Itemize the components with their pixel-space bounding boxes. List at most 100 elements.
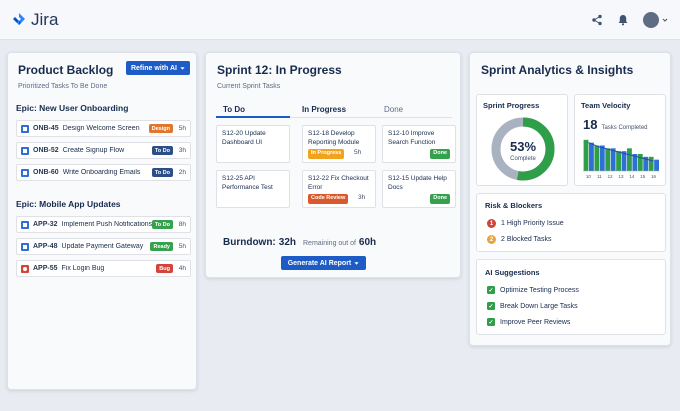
issue-key: ONB-52 bbox=[33, 147, 59, 154]
status-badge: Code Review bbox=[308, 193, 349, 204]
risk-item[interactable]: 1 1 High Priority Issue bbox=[487, 219, 564, 228]
suggestion-item[interactable]: ✓ Improve Peer Reviews bbox=[487, 318, 570, 326]
progress-arc bbox=[491, 117, 555, 181]
epic-title[interactable]: Epic: Mobile App Updates bbox=[16, 199, 121, 209]
velocity-tick-label: 14 bbox=[629, 174, 635, 179]
issue-key: APP-32 bbox=[33, 221, 58, 228]
task-card[interactable]: S12-10 Improve Search Function Done bbox=[382, 125, 456, 163]
app-logo[interactable]: Jira bbox=[12, 10, 58, 30]
generate-ai-report-button[interactable]: Generate AI Report bbox=[281, 256, 366, 270]
estimate: 3h bbox=[178, 147, 186, 154]
velocity-bar bbox=[648, 156, 654, 171]
remaining-text: Remaining out of bbox=[303, 240, 356, 247]
issue-key: ONB-45 bbox=[33, 125, 59, 132]
backlog-item[interactable]: ONB-45 Design Welcome Screen Design 5h bbox=[16, 120, 191, 137]
status-badge: Bug bbox=[156, 264, 173, 273]
backlog-item[interactable]: ONB-60 Write Onboarding Emails To Do 2h bbox=[16, 164, 191, 181]
column-header-todo: To Do bbox=[223, 105, 246, 114]
bug-icon bbox=[21, 264, 29, 273]
suggestion-item[interactable]: ✓ Optimize Testing Process bbox=[487, 286, 579, 294]
card-title: S12-10 Improve Search Function bbox=[388, 130, 436, 146]
velocity-bar bbox=[605, 148, 611, 171]
issue-title: Create Signup Flow bbox=[62, 147, 125, 154]
risk-item[interactable]: 2 2 Blocked Tasks bbox=[487, 235, 551, 244]
backlog-item[interactable]: APP-55 Fix Login Bug Bug 4h bbox=[16, 260, 191, 277]
backlog-item[interactable]: APP-48 Update Payment Gateway Ready 5h bbox=[16, 238, 191, 255]
velocity-tick-label: 11 bbox=[597, 174, 602, 179]
risk-card-title: Risk & Blockers bbox=[485, 201, 543, 210]
epic-title[interactable]: Epic: New User Onboarding bbox=[16, 103, 129, 113]
team-velocity-card: Team Velocity 18 Tasks Completed 10 11 12 1… bbox=[574, 94, 666, 186]
estimate: 8h bbox=[178, 221, 186, 228]
burndown-value: 32h bbox=[278, 237, 296, 248]
task-icon bbox=[21, 168, 29, 177]
velocity-tick-label: 13 bbox=[618, 174, 624, 179]
velocity-label: Tasks Completed bbox=[601, 125, 648, 131]
card-title: S12-22 Fix Checkout Error bbox=[308, 175, 369, 191]
suggestion-text: Optimize Testing Process bbox=[500, 286, 579, 294]
task-card[interactable]: S12-22 Fix Checkout Error Code Review 3h bbox=[302, 170, 376, 208]
column-divider bbox=[216, 117, 452, 118]
issue-key: APP-48 bbox=[33, 243, 58, 250]
velocity-bar bbox=[610, 148, 616, 171]
status-badge: Ready bbox=[150, 242, 173, 251]
status-badge: To Do bbox=[151, 220, 173, 229]
refine-with-ai-button[interactable]: Refine with AI bbox=[126, 61, 190, 75]
status-badge: Done bbox=[430, 148, 450, 159]
issue-title: Update Payment Gateway bbox=[61, 243, 144, 250]
status-badge: To Do bbox=[151, 146, 173, 155]
task-card[interactable]: S12-15 Update Help Docs Done bbox=[382, 170, 456, 208]
velocity-bar bbox=[621, 151, 627, 171]
profile-menu[interactable] bbox=[643, 11, 668, 28]
burndown-summary: Burndown: 32h Remaining out of 60h bbox=[223, 237, 376, 248]
checkbox-checked-icon[interactable]: ✓ bbox=[487, 302, 495, 310]
sprint-panel: Sprint 12: In Progress Current Sprint Ta… bbox=[205, 52, 461, 278]
avatar bbox=[643, 11, 659, 28]
checkbox-checked-icon[interactable]: ✓ bbox=[487, 318, 495, 326]
priority-number-icon: 1 bbox=[487, 219, 496, 228]
issue-title: Design Welcome Screen bbox=[62, 125, 140, 132]
velocity-bar bbox=[583, 139, 589, 171]
estimate: 2h bbox=[178, 169, 186, 176]
issue-title: Write Onboarding Emails bbox=[62, 169, 141, 176]
issue-title: Implement Push Notifications bbox=[61, 221, 152, 228]
priority-number-icon: 2 bbox=[487, 235, 496, 244]
backlog-title: Product Backlog bbox=[18, 63, 114, 77]
velocity-bar bbox=[637, 154, 643, 171]
issue-title: Fix Login Bug bbox=[61, 265, 105, 272]
card-title: S12-15 Update Help Docs bbox=[388, 175, 447, 191]
suggestion-item[interactable]: ✓ Break Down Large Tasks bbox=[487, 302, 578, 310]
estimate: 5h bbox=[178, 243, 186, 250]
estimate: 5h bbox=[178, 125, 186, 132]
velocity-tick-label: 16 bbox=[651, 174, 657, 179]
velocity-tick-label: 12 bbox=[608, 174, 614, 179]
app-name: Jira bbox=[31, 9, 59, 29]
progress-percent: 53% bbox=[510, 139, 536, 154]
checkbox-checked-icon[interactable]: ✓ bbox=[487, 286, 495, 294]
notification-bell-icon[interactable] bbox=[617, 14, 629, 26]
velocity-bar bbox=[643, 156, 649, 171]
velocity-bar-chart: 10 11 12 13 14 15 16 bbox=[583, 139, 659, 179]
chevron-down-icon bbox=[662, 18, 668, 22]
velocity-bar bbox=[616, 151, 621, 171]
estimate: 4h bbox=[178, 265, 186, 272]
velocity-trend-line bbox=[588, 142, 654, 162]
active-column-underline bbox=[216, 116, 290, 118]
suggestion-text: Improve Peer Reviews bbox=[500, 318, 571, 326]
velocity-bar bbox=[589, 142, 594, 171]
backlog-item[interactable]: APP-32 Implement Push Notifications To D… bbox=[16, 216, 191, 233]
task-card[interactable]: S12-18 Develop Reporting Module In Progr… bbox=[302, 125, 376, 163]
velocity-value: 18 bbox=[583, 117, 598, 132]
backlog-item[interactable]: ONB-52 Create Signup Flow To Do 3h bbox=[16, 142, 191, 159]
story-icon bbox=[21, 124, 29, 133]
sprint-subtitle: Current Sprint Tasks bbox=[217, 83, 281, 90]
task-icon bbox=[21, 220, 29, 229]
task-icon bbox=[21, 146, 29, 155]
task-card[interactable]: S12-25 API Performance Test bbox=[216, 170, 290, 208]
share-icon[interactable] bbox=[591, 14, 603, 26]
velocity-bar bbox=[632, 154, 638, 171]
velocity-bar bbox=[594, 145, 600, 171]
task-card[interactable]: S12-20 Update Dashboard UI bbox=[216, 125, 290, 163]
progress-card-title: Sprint Progress bbox=[483, 101, 540, 110]
velocity-bar bbox=[599, 145, 605, 171]
